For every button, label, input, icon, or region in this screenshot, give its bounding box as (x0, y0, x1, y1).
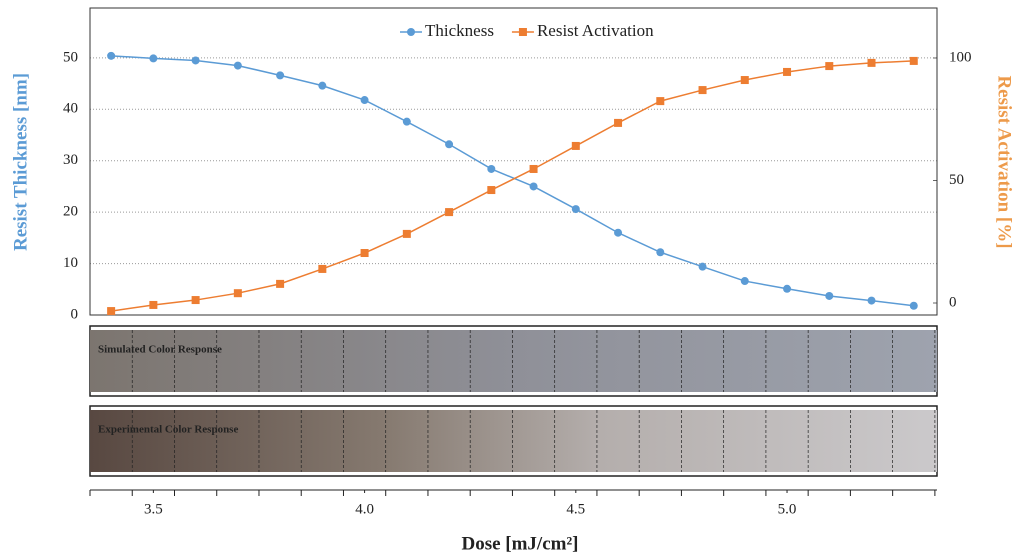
marker (445, 208, 454, 217)
marker (614, 228, 623, 237)
marker (783, 284, 792, 293)
y-tick-label: 40 (63, 101, 78, 117)
legend-marker (407, 28, 415, 36)
marker (783, 67, 792, 76)
marker (740, 277, 749, 286)
y-tick-label: 10 (63, 255, 78, 271)
marker (233, 61, 242, 70)
x-axis-title: Dose [mJ/cm²] (461, 533, 578, 554)
legend-marker (518, 28, 527, 36)
marker (360, 249, 369, 258)
marker (107, 307, 116, 316)
marker (402, 117, 411, 126)
y-tick-label: 20 (63, 204, 78, 220)
y-tick-label: 50 (63, 49, 78, 65)
marker (487, 164, 496, 173)
marker (909, 301, 918, 310)
x-tick-label: 5.0 (778, 501, 797, 517)
marker (191, 296, 200, 305)
marker (191, 56, 200, 65)
color-strip (90, 410, 937, 472)
marker (276, 71, 285, 80)
strip-label: Simulated Color Response (98, 344, 222, 356)
marker (571, 141, 580, 150)
plot-frame (89, 7, 938, 316)
marker (614, 118, 623, 127)
marker (318, 81, 327, 90)
marker (867, 58, 876, 67)
marker (276, 279, 285, 288)
y-axis-title: Resist Thickness [nm] (10, 73, 31, 251)
marker (318, 264, 327, 273)
marker (571, 205, 580, 214)
marker (360, 96, 369, 105)
marker (233, 289, 242, 298)
marker (149, 300, 158, 309)
marker (825, 62, 834, 71)
legend-label: Thickness (425, 21, 494, 40)
strip-label: Experimental Color Response (98, 424, 238, 436)
x-tick-label: 4.0 (355, 501, 374, 517)
marker (698, 262, 707, 271)
series-line (111, 55, 914, 307)
marker (740, 76, 749, 85)
y2-tick-label: 100 (949, 49, 972, 65)
marker (867, 296, 876, 305)
y-tick-label: 30 (63, 152, 78, 168)
y-tick-label: 0 (71, 306, 79, 322)
marker (487, 186, 496, 195)
y2-axis-title: Resist Activation [%] (994, 75, 1015, 248)
marker (909, 56, 918, 65)
x-tick-label: 4.5 (566, 501, 585, 517)
marker (825, 291, 834, 300)
series-line (111, 60, 914, 312)
y2-tick-label: 50 (949, 172, 964, 188)
marker (402, 229, 411, 238)
marker (529, 182, 538, 191)
marker (445, 140, 454, 149)
marker (656, 97, 665, 106)
marker (698, 86, 707, 95)
color-strip (90, 330, 937, 392)
legend-label: Resist Activation (537, 21, 654, 40)
marker (107, 51, 116, 60)
marker (529, 164, 538, 173)
y2-tick-label: 0 (949, 294, 957, 310)
marker (656, 248, 665, 257)
x-tick-label: 3.5 (144, 501, 163, 517)
marker (149, 54, 158, 63)
